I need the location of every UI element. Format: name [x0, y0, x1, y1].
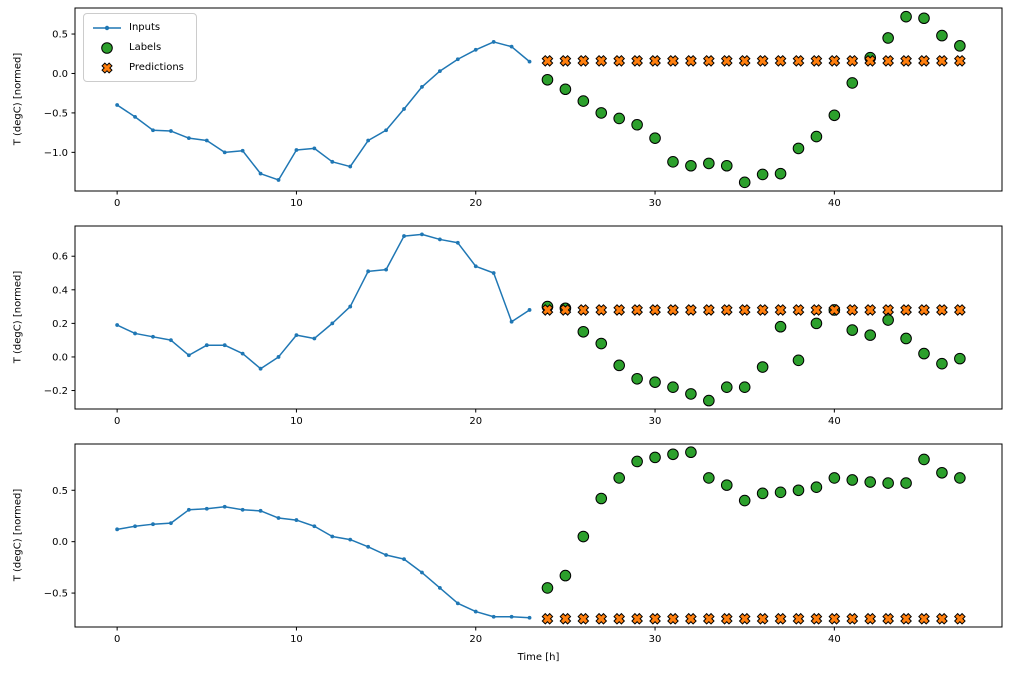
- svg-text:0.5: 0.5: [52, 30, 68, 41]
- svg-text:0: 0: [114, 634, 120, 645]
- labels-points: [541, 446, 966, 594]
- predictions-points: [541, 612, 966, 625]
- y-ticks: 0.5 0.0 −0.5 −1.0: [44, 30, 75, 159]
- svg-text:−0.5: −0.5: [44, 589, 68, 600]
- labels-circle-icon: [101, 41, 113, 54]
- legend-item-inputs: Inputs: [92, 19, 184, 36]
- labels-points: [541, 10, 966, 189]
- inputs-line: [115, 504, 532, 620]
- subplot-2: 0 10 20 30 40 0.6 0.4 0.2 0.0 −0.2: [44, 225, 1003, 427]
- legend-item-predictions: Predictions: [92, 59, 184, 76]
- legend: Inputs Labels Predictions: [83, 13, 197, 82]
- svg-text:10: 10: [290, 416, 303, 427]
- svg-text:10: 10: [290, 198, 303, 209]
- svg-text:0.2: 0.2: [52, 319, 68, 330]
- svg-text:30: 30: [649, 634, 662, 645]
- svg-text:40: 40: [828, 634, 841, 645]
- y-axis-label-subplot-2: T (degC) [normed]: [12, 270, 24, 364]
- axes-box: [74, 443, 1003, 628]
- x-ticks: 0 10 20 30 40: [114, 627, 841, 645]
- predictions-x-icon: [101, 61, 113, 74]
- inputs-line-icon: [93, 25, 121, 30]
- labels-points: [541, 300, 966, 407]
- predictions-points: [541, 54, 966, 67]
- svg-text:40: 40: [828, 416, 841, 427]
- svg-text:−1.0: −1.0: [44, 148, 68, 159]
- inputs-line: [115, 232, 532, 371]
- legend-item-labels: Labels: [92, 39, 184, 56]
- svg-text:0: 0: [114, 416, 120, 427]
- svg-text:20: 20: [469, 634, 482, 645]
- svg-text:0.4: 0.4: [52, 285, 68, 296]
- y-axis-label-subplot-3: T (degC) [normed]: [12, 488, 24, 582]
- svg-text:−0.2: −0.2: [44, 386, 68, 397]
- axes-box: [74, 225, 1003, 410]
- svg-text:40: 40: [828, 198, 841, 209]
- x-ticks: 0 10 20 30 40: [114, 409, 841, 427]
- x-axis-label: Time [h]: [517, 652, 560, 663]
- predictions-points: [541, 304, 966, 316]
- svg-text:0.5: 0.5: [52, 486, 68, 497]
- inputs-line: [115, 40, 532, 182]
- y-axis-label-subplot-1: T (degC) [normed]: [12, 52, 24, 146]
- svg-text:20: 20: [469, 416, 482, 427]
- svg-text:30: 30: [649, 416, 662, 427]
- svg-text:0.6: 0.6: [52, 252, 68, 263]
- y-ticks: 0.5 0.0 −0.5: [44, 486, 75, 600]
- legend-label-predictions: Predictions: [129, 62, 184, 73]
- x-ticks: 0 10 20 30 40: [114, 191, 841, 209]
- y-ticks: 0.6 0.4 0.2 0.0 −0.2: [44, 252, 75, 397]
- svg-text:−0.5: −0.5: [44, 108, 68, 119]
- svg-text:0.0: 0.0: [52, 69, 68, 80]
- subplot-1: 0 10 20 30 40 0.5 0.0 −0.5 −1.0: [44, 7, 1003, 209]
- svg-text:0.0: 0.0: [52, 537, 68, 548]
- svg-text:30: 30: [649, 198, 662, 209]
- svg-text:20: 20: [469, 198, 482, 209]
- svg-text:0.0: 0.0: [52, 352, 68, 363]
- legend-label-inputs: Inputs: [129, 22, 161, 33]
- subplot-3: 0 10 20 30 40 0.5 0.0 −0.5: [44, 443, 1003, 645]
- svg-text:0: 0: [114, 198, 120, 209]
- axes-box: [74, 7, 1003, 192]
- svg-text:10: 10: [290, 634, 303, 645]
- legend-label-labels: Labels: [129, 42, 162, 53]
